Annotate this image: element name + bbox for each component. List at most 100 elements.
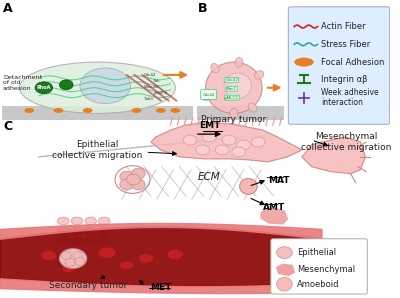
FancyBboxPatch shape — [201, 90, 216, 100]
Text: pMLC2: pMLC2 — [225, 96, 239, 100]
Polygon shape — [0, 227, 322, 286]
Ellipse shape — [98, 227, 110, 235]
Text: C: C — [3, 120, 12, 133]
Ellipse shape — [20, 62, 175, 114]
Text: MET: MET — [150, 283, 172, 292]
Ellipse shape — [196, 145, 210, 155]
Ellipse shape — [98, 217, 110, 225]
Text: Integrin αβ: Integrin αβ — [322, 75, 368, 84]
Ellipse shape — [156, 108, 166, 113]
Ellipse shape — [71, 227, 83, 235]
Ellipse shape — [71, 217, 83, 225]
Text: Secondary tumor: Secondary tumor — [48, 281, 127, 290]
Text: Cdc42: Cdc42 — [226, 78, 238, 82]
Text: EMT: EMT — [199, 121, 220, 130]
Polygon shape — [261, 208, 287, 224]
Ellipse shape — [60, 80, 73, 90]
Text: ECM: ECM — [198, 172, 221, 181]
Ellipse shape — [132, 179, 145, 190]
Ellipse shape — [294, 58, 314, 66]
Ellipse shape — [65, 259, 75, 266]
Ellipse shape — [222, 135, 236, 145]
Ellipse shape — [80, 68, 130, 103]
Ellipse shape — [62, 264, 74, 272]
Text: RhoA: RhoA — [37, 85, 51, 90]
Ellipse shape — [61, 252, 71, 260]
Ellipse shape — [240, 179, 257, 194]
Ellipse shape — [230, 108, 238, 118]
Text: Amoeboid: Amoeboid — [297, 280, 340, 289]
Ellipse shape — [120, 171, 134, 182]
Text: AMT: AMT — [263, 203, 285, 212]
Ellipse shape — [251, 137, 265, 147]
Ellipse shape — [248, 103, 257, 112]
Ellipse shape — [237, 140, 250, 150]
Text: Cdc42: Cdc42 — [202, 93, 215, 97]
Ellipse shape — [24, 108, 34, 113]
Ellipse shape — [206, 62, 262, 114]
Ellipse shape — [85, 227, 96, 235]
Text: A: A — [3, 2, 12, 15]
Ellipse shape — [83, 108, 92, 113]
Polygon shape — [302, 137, 365, 174]
Text: Rac1: Rac1 — [227, 87, 237, 91]
Ellipse shape — [224, 73, 251, 99]
Text: Actin Fiber: Actin Fiber — [322, 22, 366, 31]
Ellipse shape — [202, 92, 211, 101]
Ellipse shape — [41, 251, 56, 260]
Ellipse shape — [132, 108, 141, 113]
Ellipse shape — [139, 254, 154, 263]
Text: Epithelial: Epithelial — [297, 248, 336, 257]
Polygon shape — [277, 264, 294, 275]
Ellipse shape — [132, 168, 145, 179]
Text: Detachment
of old
adhesion: Detachment of old adhesion — [3, 74, 42, 91]
Ellipse shape — [58, 217, 69, 225]
Ellipse shape — [232, 147, 246, 157]
Ellipse shape — [58, 237, 69, 245]
FancyBboxPatch shape — [288, 7, 390, 124]
Ellipse shape — [58, 227, 69, 235]
Ellipse shape — [127, 174, 140, 185]
Text: Mesenchymal
collective migration: Mesenchymal collective migration — [301, 132, 391, 152]
Ellipse shape — [120, 179, 134, 190]
Ellipse shape — [120, 261, 134, 269]
Ellipse shape — [71, 237, 83, 245]
Ellipse shape — [60, 249, 87, 268]
Ellipse shape — [168, 250, 183, 260]
Text: Fak: Fak — [154, 79, 160, 83]
Text: Week adhesive
interaction: Week adhesive interaction — [322, 88, 379, 107]
Text: B: B — [198, 2, 207, 15]
Ellipse shape — [254, 71, 264, 79]
FancyBboxPatch shape — [271, 239, 367, 294]
Ellipse shape — [75, 257, 85, 266]
FancyBboxPatch shape — [197, 106, 284, 120]
Ellipse shape — [54, 108, 63, 113]
Ellipse shape — [35, 82, 53, 94]
Ellipse shape — [277, 247, 292, 259]
Ellipse shape — [277, 277, 292, 291]
Text: Vinculin: Vinculin — [144, 85, 160, 89]
Ellipse shape — [98, 237, 110, 245]
Text: Focal Adhesion: Focal Adhesion — [322, 58, 385, 66]
Text: paxillin: paxillin — [154, 91, 168, 95]
Ellipse shape — [235, 58, 243, 67]
Text: MAT: MAT — [268, 176, 290, 184]
Ellipse shape — [85, 217, 96, 225]
Ellipse shape — [183, 135, 197, 145]
Text: Primary tumor: Primary tumor — [201, 115, 266, 124]
Ellipse shape — [98, 247, 116, 258]
Ellipse shape — [215, 145, 229, 155]
Text: Cdc42: Cdc42 — [144, 73, 156, 77]
Text: Stress Fiber: Stress Fiber — [322, 40, 371, 49]
Ellipse shape — [71, 256, 85, 265]
Text: Talin: Talin — [144, 97, 153, 101]
Ellipse shape — [85, 237, 96, 245]
Text: Epithelial
collective migration: Epithelial collective migration — [52, 140, 176, 160]
Text: Mesenchymal: Mesenchymal — [297, 265, 355, 274]
Ellipse shape — [203, 132, 216, 142]
Ellipse shape — [170, 108, 180, 113]
Ellipse shape — [211, 63, 219, 73]
Polygon shape — [151, 122, 302, 162]
FancyBboxPatch shape — [2, 106, 193, 120]
Ellipse shape — [73, 252, 83, 260]
